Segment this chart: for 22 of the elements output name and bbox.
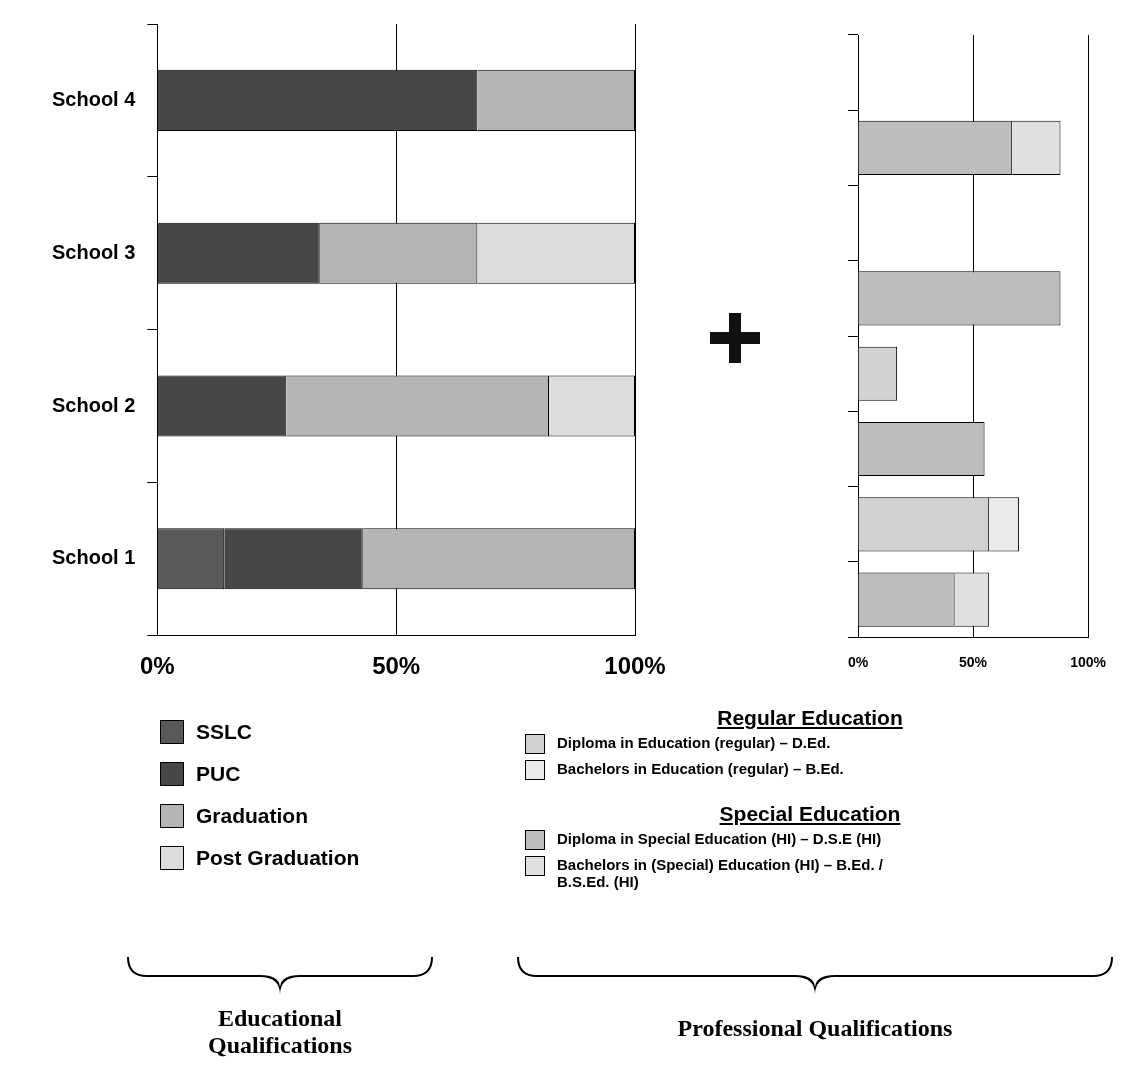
text: Regular Education: [716, 706, 904, 730]
x-tick-label: 50%: [959, 654, 988, 671]
y-tick-label: School 4: [51, 87, 137, 110]
y-tick-label: School 2: [51, 393, 136, 416]
x-axis-title: Professional Qualifications: [676, 1015, 954, 1042]
legend-label: Bachelors in (Special) Education (HI) – B.Ed. / B.S.Ed. (HI): [557, 856, 884, 890]
x-tick-label: 50%: [372, 652, 421, 680]
y-tick-label: School 3: [51, 240, 136, 263]
y-tick-label: School 1: [51, 546, 136, 569]
legend-label: Diploma in Education (regular) – D.Ed.: [557, 734, 831, 751]
x-tick-label: 0%: [140, 652, 175, 680]
x-tick-label: 0%: [847, 654, 869, 671]
legend-label: Post Graduation: [196, 846, 360, 870]
x-tick-label: 100%: [1070, 654, 1107, 671]
x-axis-title: Educational Qualifications: [207, 1005, 353, 1059]
text: Special Education: [718, 802, 902, 826]
legend-label: Bachelors in Education (regular) – B.Ed.: [557, 760, 844, 777]
legend-label: Diploma in Special Education (HI) – D.S.E (HI): [557, 830, 882, 847]
legend-label: SSLC: [196, 720, 253, 744]
legend-label: PUC: [196, 762, 241, 786]
x-tick-label: 100%: [604, 652, 666, 680]
legend-label: Graduation: [196, 804, 309, 828]
